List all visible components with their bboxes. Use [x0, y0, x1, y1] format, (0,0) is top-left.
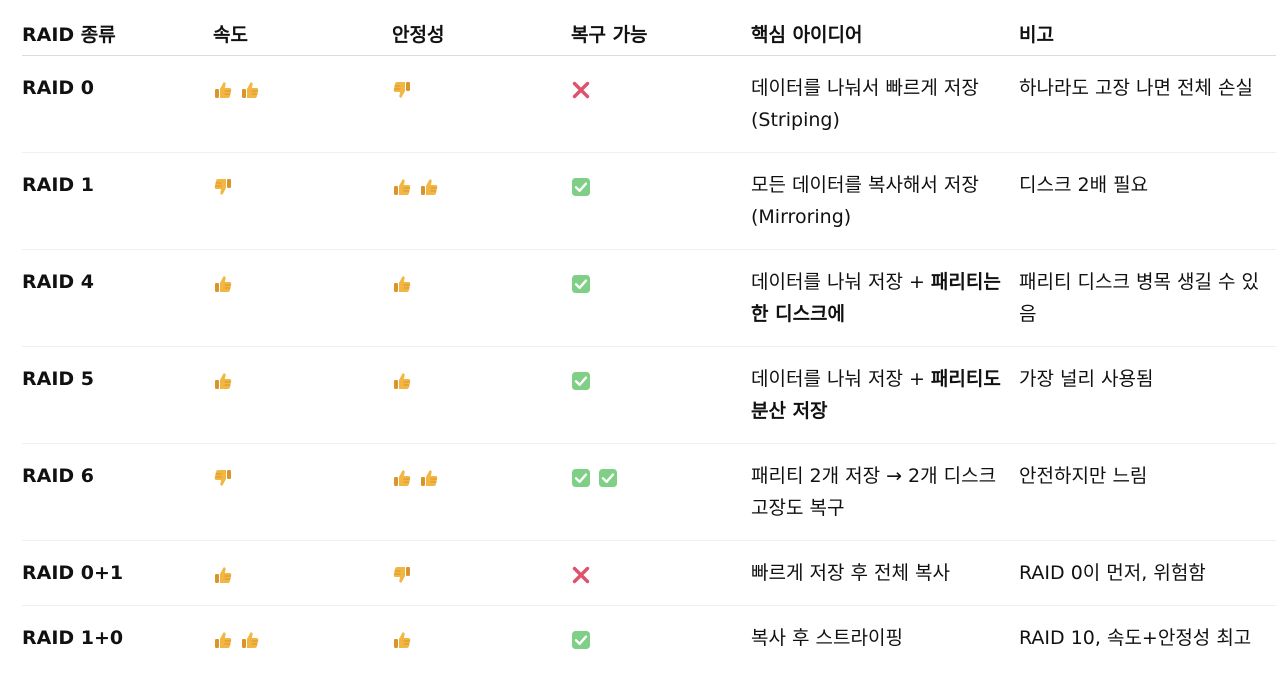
thumbs-up-icon	[240, 78, 260, 98]
check-mark-icon	[598, 466, 618, 487]
note-cell: 가장 널리 사용됨	[1019, 346, 1276, 444]
note-cell: RAID 0이 먼저, 위험함	[1019, 540, 1276, 606]
header-raid-type: RAID 종류	[22, 0, 213, 56]
header-recovery: 복구 가능	[571, 0, 751, 56]
speed-cell	[213, 346, 392, 444]
key-idea-cell: 모든 데이터를 복사해서 저장 (Mirroring)	[751, 152, 1019, 250]
check-mark-icon	[571, 628, 591, 649]
table-row: RAID 4 데이터를 나눠 저장 + 패리티는 한 디스크에 패리티 디스크 병목…	[22, 249, 1276, 347]
stability-cell	[392, 249, 571, 347]
table-body: RAID 0 데이터를 나눠서 빠르게 저장 (Striping) 하나라도 고장 …	[22, 55, 1276, 670]
thumbs-up-icon	[392, 628, 412, 648]
thumbs-up-icon	[240, 628, 260, 648]
thumbs-down-icon	[392, 78, 412, 98]
key-idea-cell: 데이터를 나눠서 빠르게 저장 (Striping)	[751, 55, 1019, 153]
speed-cell	[213, 249, 392, 347]
table-row: RAID 1 모든 데이터를 복사해서 저장 (Mirroring) 디스크 2배 …	[22, 152, 1276, 250]
key-idea-cell: 데이터를 나눠 저장 + 패리티는 한 디스크에	[751, 249, 1019, 347]
stability-cell	[392, 152, 571, 250]
raid-type-cell: RAID 0+1	[22, 540, 213, 606]
recovery-cell	[571, 605, 751, 670]
raid-type-cell: RAID 4	[22, 249, 213, 347]
key-idea-text: 데이터를 나눠서 빠르게 저장 (Striping)	[751, 76, 979, 131]
stability-cell	[392, 605, 571, 670]
key-idea-text: 데이터를 나눠 저장 +	[751, 367, 931, 390]
note-cell: 패리티 디스크 병목 생길 수 있음	[1019, 249, 1276, 347]
key-idea-text: 데이터를 나눠 저장 +	[751, 270, 931, 293]
thumbs-up-icon	[392, 369, 412, 389]
raid-comparison-table-wrapper: RAID 종류 속도 안정성 복구 가능 핵심 아이디어 비고 RAID 0 데이…	[22, 0, 1276, 670]
note-cell: 안전하지만 느림	[1019, 443, 1276, 541]
cross-mark-icon	[571, 563, 591, 584]
table-row: RAID 0+1 빠르게 저장 후 전체 복사 RAID 0이 먼저, 위험함	[22, 540, 1276, 606]
thumbs-up-icon	[392, 272, 412, 292]
key-idea-bold-text: 패리티도 분산 저장	[751, 367, 1001, 422]
raid-comparison-table: RAID 종류 속도 안정성 복구 가능 핵심 아이디어 비고 RAID 0 데이…	[22, 0, 1276, 670]
table-row: RAID 1+0 복사 후 스트라이핑 RAID 10, 속도+안정성 최고	[22, 605, 1276, 670]
thumbs-up-icon	[392, 175, 412, 195]
raid-type-cell: RAID 5	[22, 346, 213, 444]
check-mark-icon	[571, 175, 591, 196]
thumbs-up-icon	[419, 175, 439, 195]
key-idea-cell: 패리티 2개 저장 → 2개 디스크 고장도 복구	[751, 443, 1019, 541]
speed-cell	[213, 605, 392, 670]
note-cell: 디스크 2배 필요	[1019, 152, 1276, 250]
table-row: RAID 0 데이터를 나눠서 빠르게 저장 (Striping) 하나라도 고장 …	[22, 55, 1276, 153]
thumbs-up-icon	[213, 628, 233, 648]
key-idea-text: 패리티 2개 저장 → 2개 디스크 고장도 복구	[751, 464, 997, 519]
key-idea-cell: 복사 후 스트라이핑	[751, 605, 1019, 670]
recovery-cell	[571, 55, 751, 153]
speed-cell	[213, 55, 392, 153]
key-idea-cell: 데이터를 나눠 저장 + 패리티도 분산 저장	[751, 346, 1019, 444]
recovery-cell	[571, 443, 751, 541]
key-idea-text: 모든 데이터를 복사해서 저장 (Mirroring)	[751, 173, 979, 228]
note-cell: RAID 10, 속도+안정성 최고	[1019, 626, 1252, 649]
stability-cell	[392, 443, 571, 541]
speed-cell	[213, 152, 392, 250]
thumbs-down-icon	[213, 175, 233, 195]
table-row: RAID 6 패리티 2개 저장 → 2개 디스크 고장도 복구 안전하지만 느림	[22, 443, 1276, 541]
key-idea-text: 빠르게 저장 후 전체 복사	[751, 561, 950, 584]
thumbs-down-icon	[392, 563, 412, 583]
recovery-cell	[571, 346, 751, 444]
thumbs-down-icon	[213, 466, 233, 486]
raid-type-cell: RAID 1	[22, 152, 213, 250]
thumbs-up-icon	[213, 78, 233, 98]
stability-cell	[392, 346, 571, 444]
stability-cell	[392, 55, 571, 153]
thumbs-up-icon	[419, 466, 439, 486]
table-row: RAID 5 데이터를 나눠 저장 + 패리티도 분산 저장 가장 널리 사용됨	[22, 346, 1276, 444]
key-idea-cell: 빠르게 저장 후 전체 복사	[751, 540, 1019, 606]
check-mark-icon	[571, 466, 591, 487]
check-mark-icon	[571, 272, 591, 293]
thumbs-up-icon	[213, 272, 233, 292]
stability-cell	[392, 540, 571, 606]
key-idea-bold-text: 패리티는 한 디스크에	[751, 270, 1001, 325]
recovery-cell	[571, 249, 751, 347]
thumbs-up-icon	[213, 563, 233, 583]
raid-type-cell: RAID 6	[22, 443, 213, 541]
header-stability: 안정성	[392, 0, 571, 56]
note-cell: 하나라도 고장 나면 전체 손실	[1019, 55, 1276, 153]
cross-mark-icon	[571, 78, 591, 99]
recovery-cell	[571, 152, 751, 250]
raid-type-cell: RAID 0	[22, 55, 213, 153]
speed-cell	[213, 443, 392, 541]
recovery-cell	[571, 540, 751, 606]
key-idea-text: 복사 후 스트라이핑	[751, 626, 903, 649]
thumbs-up-icon	[392, 466, 412, 486]
raid-type-cell: RAID 1+0	[22, 626, 124, 649]
thumbs-up-icon	[213, 369, 233, 389]
header-key-idea: 핵심 아이디어	[751, 0, 1019, 56]
header-speed: 속도	[213, 0, 392, 56]
table-header-row: RAID 종류 속도 안정성 복구 가능 핵심 아이디어 비고	[22, 0, 1276, 56]
header-note: 비고	[1019, 0, 1276, 56]
speed-cell	[213, 540, 392, 606]
check-mark-icon	[571, 369, 591, 390]
